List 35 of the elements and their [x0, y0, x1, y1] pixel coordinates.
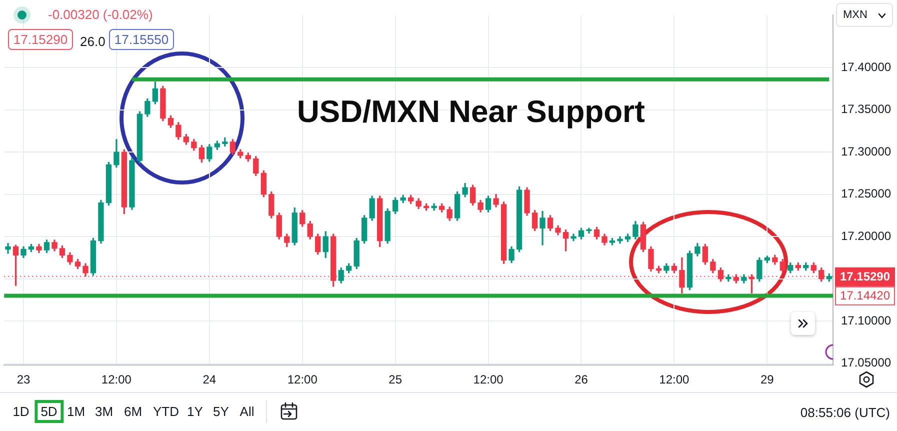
x-tick-label: 12:00 — [473, 372, 504, 387]
x-tick-label: 24 — [202, 372, 216, 387]
x-tick-label: 23 — [16, 372, 30, 387]
x-tick-label: 12:00 — [659, 372, 690, 387]
text: 3M — [94, 403, 114, 421]
x-tick-label: 25 — [388, 372, 402, 387]
x-tick-label: 29 — [760, 372, 774, 387]
y-tick-label: 17.20000 — [841, 228, 892, 243]
y-tick-label: 17.35000 — [841, 102, 892, 116]
range-button: 5D — [34, 400, 64, 423]
y-tick-label: 17.25000 — [841, 186, 892, 201]
text: 6M — [122, 403, 144, 421]
text: All — [238, 403, 256, 421]
ref-line-label: 17.15290 — [840, 270, 890, 284]
text: 17.14420 — [840, 288, 890, 303]
y-tick-label: 17.10000 — [841, 313, 892, 328]
text: 1D — [12, 403, 30, 421]
y-tick-label: 17.05000 — [841, 356, 892, 370]
y-tick-label: 17.30000 — [841, 144, 892, 158]
candlestick — [617, 236, 623, 244]
text: 1Y — [186, 403, 204, 421]
x-tick-label: 26 — [574, 372, 588, 387]
price-box: 17.15550 — [109, 29, 174, 50]
annotation: -0.00320 (-0.02%) — [48, 6, 153, 24]
currency-dropdown: MXN — [836, 3, 893, 27]
x-tick-label: 12:00 — [287, 372, 318, 387]
text: YTD — [152, 403, 180, 421]
text: 1M — [66, 403, 86, 421]
annotation: 26.0 — [80, 33, 106, 51]
text: USD/MXN Near Support — [297, 94, 645, 129]
x-tick-label: 12:00 — [101, 372, 132, 387]
text: 08:55:06 (UTC) — [800, 404, 890, 422]
y-tick-label: 17.40000 — [841, 60, 892, 74]
price-box: 17.15290 — [8, 29, 73, 50]
text: 5Y — [212, 403, 230, 421]
